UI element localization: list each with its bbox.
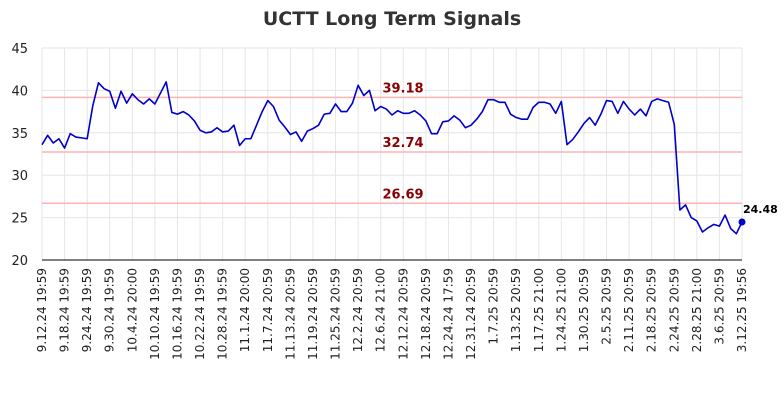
x-tick-label: 11.25.24 20:59 bbox=[329, 268, 343, 360]
x-tick-label: 10.16.24 19:59 bbox=[170, 268, 184, 360]
x-tick-label: 12.24.24 17:59 bbox=[441, 268, 455, 360]
y-tick-labels: 20 25 30 35 40 45 bbox=[11, 42, 28, 269]
signal-level-label: 26.69 bbox=[382, 187, 423, 202]
x-tick-label: 2.28.25 21:00 bbox=[690, 268, 704, 352]
x-tick-label: 9.30.24 19:59 bbox=[103, 268, 117, 352]
y-tick-label: 20 bbox=[11, 254, 28, 269]
x-tick-label: 2.11.25 20:59 bbox=[622, 268, 636, 352]
x-tick-label: 12.6.24 21:00 bbox=[374, 268, 388, 352]
x-tick-label: 10.28.24 19:59 bbox=[216, 268, 230, 360]
x-tick-label: 12.12.24 20:59 bbox=[396, 268, 410, 360]
x-tick-label: 10.10.24 19:59 bbox=[148, 268, 162, 360]
x-tick-label: 12.18.24 20:59 bbox=[419, 268, 433, 360]
x-tick-label: 3.6.25 20:59 bbox=[712, 268, 726, 345]
x-tick-label: 2.24.25 20:59 bbox=[667, 268, 681, 352]
y-tick-label: 25 bbox=[11, 212, 28, 227]
x-tick-label: 9.12.24 19:59 bbox=[35, 268, 49, 352]
x-tick-label: 10.22.24 19:59 bbox=[193, 268, 207, 360]
x-tick-label: 11.13.24 20:59 bbox=[283, 268, 297, 360]
x-tick-label: 12.31.24 20:59 bbox=[464, 268, 478, 360]
y-tick-label: 30 bbox=[11, 169, 28, 184]
price-line bbox=[41, 81, 743, 235]
grid bbox=[41, 47, 743, 261]
y-tick-label: 45 bbox=[11, 42, 28, 57]
x-tick-label: 11.1.24 20:00 bbox=[238, 268, 252, 352]
x-tick-label: 1.24.25 21:00 bbox=[554, 268, 568, 352]
x-tick-label: 9.18.24 19:59 bbox=[58, 268, 72, 352]
price-series bbox=[41, 81, 743, 235]
x-tick-label: 1.30.25 20:59 bbox=[577, 268, 591, 352]
last-point-marker bbox=[738, 218, 746, 226]
last-point-group: 24.48 bbox=[738, 203, 778, 226]
signal-levels: 39.18 32.74 26.69 bbox=[42, 81, 742, 205]
signal-level-label: 39.18 bbox=[382, 81, 423, 96]
x-tick-label: 3.12.25 19:56 bbox=[735, 268, 749, 352]
last-point-label: 24.48 bbox=[743, 203, 778, 216]
x-tick-label: 1.17.25 21:00 bbox=[532, 268, 546, 352]
x-tick-label: 11.19.24 20:59 bbox=[306, 268, 320, 360]
x-tick-label: 2.5.25 20:59 bbox=[600, 268, 614, 345]
y-tick-label: 35 bbox=[11, 127, 28, 142]
y-tick-label: 40 bbox=[11, 84, 28, 99]
x-tick-label: 12.2.24 20:59 bbox=[351, 268, 365, 352]
x-tick-label: 1.7.25 20:59 bbox=[487, 268, 501, 345]
x-tick-label: 1.13.25 20:59 bbox=[509, 268, 523, 352]
chart-title: UCTT Long Term Signals bbox=[263, 8, 521, 30]
x-tick-label: 10.4.24 20:00 bbox=[125, 268, 139, 352]
x-tick-labels: 9.12.24 19:59 9.18.24 19:59 9.24.24 19:59 9… bbox=[35, 268, 749, 360]
signal-level-label: 32.74 bbox=[382, 136, 423, 151]
x-tick-label: 11.7.24 20:59 bbox=[261, 268, 275, 352]
x-tick-label: 9.24.24 19:59 bbox=[80, 268, 94, 352]
x-tick-label: 2.18.25 20:59 bbox=[645, 268, 659, 352]
